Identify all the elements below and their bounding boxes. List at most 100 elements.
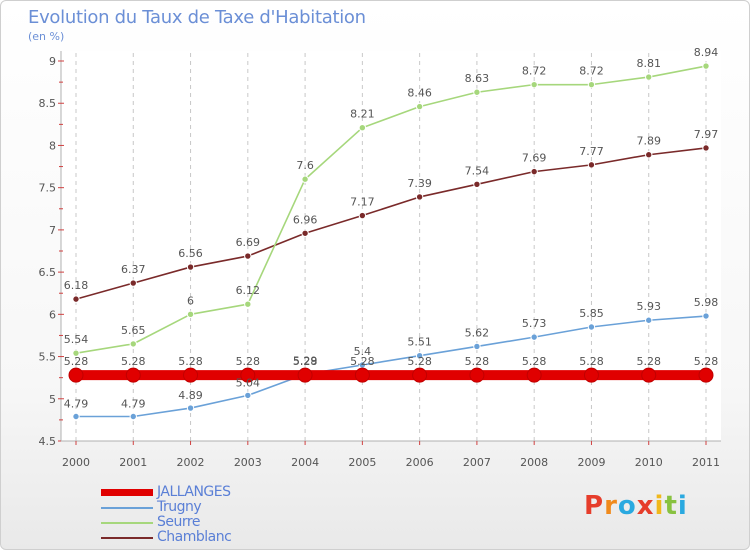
y-tick-label: 6 [49,308,56,321]
data-label-jallanges: 5.28 [522,355,547,368]
series-point-chamblanc [72,295,80,303]
series-point-seurre [244,300,252,308]
data-label-trugny: 5.73 [522,317,547,330]
data-label-chamblanc: 7.69 [522,152,547,165]
data-label-seurre: 8.72 [522,65,547,78]
data-label-seurre: 6.12 [236,284,261,297]
series-point-chamblanc [301,229,309,237]
series-point-chamblanc [244,252,252,260]
data-label-trugny: 4.79 [121,398,146,411]
logo-letter: i [677,491,688,521]
data-label-chamblanc: 6.18 [64,279,89,292]
data-label-chamblanc: 7.17 [350,196,375,209]
y-tick-label: 5 [49,393,56,406]
data-label-trugny: 5.51 [407,336,432,349]
series-point-chamblanc [587,161,596,169]
data-label-chamblanc: 6.56 [178,247,203,260]
logo-letter: r [604,491,618,521]
series-point-jallanges [240,367,256,383]
series-point-jallanges [183,367,199,383]
series-point-seurre [186,310,195,319]
series-point-trugny [129,412,137,421]
data-label-seurre: 8.21 [350,108,375,121]
series-point-chamblanc [415,193,424,201]
data-label-chamblanc: 7.97 [694,128,719,141]
series-point-seurre [530,80,538,89]
data-label-trugny: 5.93 [636,300,661,313]
series-point-seurre [702,62,710,70]
series-point-jallanges [354,367,370,383]
y-tick-label: 7.5 [39,182,57,195]
data-label-chamblanc: 6.69 [236,236,261,249]
series-point-trugny [645,316,653,324]
series-point-trugny [72,412,80,421]
y-tick-label: 5.5 [39,351,57,364]
series-point-chamblanc [702,144,710,152]
series-point-chamblanc [358,211,367,220]
series-point-jallanges [297,367,313,383]
data-label-chamblanc: 6.96 [293,213,318,226]
data-label-trugny: 5.29 [293,354,318,367]
series-line-trugny [76,315,707,418]
data-label-chamblanc: 6.37 [121,263,146,276]
series-point-trugny [415,352,424,360]
logo-letter: t [664,491,678,521]
series-point-jallanges [469,367,485,383]
data-label-jallanges: 5.28 [694,355,719,368]
series-point-chamblanc [129,279,137,287]
data-label-seurre: 8.94 [694,46,719,59]
data-label-chamblanc: 7.77 [579,145,604,158]
logo-letter: o [617,491,637,521]
legend-label: Seurre [157,514,200,530]
series-point-chamblanc [530,167,538,176]
series-point-seurre [415,102,424,111]
data-label-trugny: 5.85 [579,307,604,320]
x-tick-label: 2001 [119,456,147,469]
x-tick-label: 2008 [520,456,548,469]
data-label-seurre: 8.46 [407,87,432,100]
series-point-trugny [186,404,195,412]
data-label-seurre: 8.81 [636,57,661,70]
series-point-seurre [473,88,481,96]
data-label-trugny: 4.79 [64,398,89,411]
logo-letter: i [654,491,665,521]
x-tick-label: 2003 [234,456,262,469]
x-tick-label: 2007 [463,456,491,469]
plot-area [61,51,721,441]
logo-letter: x [636,491,655,521]
data-label-trugny: 5.62 [465,326,490,339]
data-label-trugny: 5.98 [694,296,719,309]
series-point-jallanges [412,367,428,383]
proxiti-logo: Proxiti [584,491,688,521]
series-point-trugny [473,342,481,351]
x-tick-label: 2002 [177,456,205,469]
legend-label: Trugny [157,499,202,515]
data-label-seurre: 8.63 [465,72,490,85]
data-label-jallanges: 5.28 [465,355,490,368]
x-tick-label: 2011 [692,456,720,469]
series-point-seurre [129,340,137,348]
legend-item-jallanges: JALLANGES [101,484,301,500]
y-tick-label: 6.5 [39,266,57,279]
data-label-jallanges: 5.28 [64,355,89,368]
data-label-jallanges: 5.28 [636,355,661,368]
series-point-jallanges [125,367,141,383]
data-label-chamblanc: 7.54 [465,164,490,177]
series-point-jallanges [641,367,657,383]
data-label-seurre: 6 [187,294,194,307]
series-point-chamblanc [645,151,653,159]
x-tick-label: 2009 [577,456,605,469]
legend-item-trugny: Trugny [101,499,301,515]
series-point-jallanges [526,367,542,383]
y-tick-label: 7 [49,224,56,237]
series-point-seurre [645,73,653,81]
data-label-seurre: 5.65 [121,324,146,337]
data-label-jallanges: 5.28 [579,355,604,368]
data-label-jallanges: 5.28 [293,355,318,368]
y-tick-label: 8 [49,139,56,152]
y-tick-label: 8.5 [39,97,57,110]
data-label-jallanges: 5.28 [407,355,432,368]
chart-title: Evolution du Taux de Taxe d'Habitation [28,7,366,28]
legend-label: Chamblanc [157,529,232,545]
